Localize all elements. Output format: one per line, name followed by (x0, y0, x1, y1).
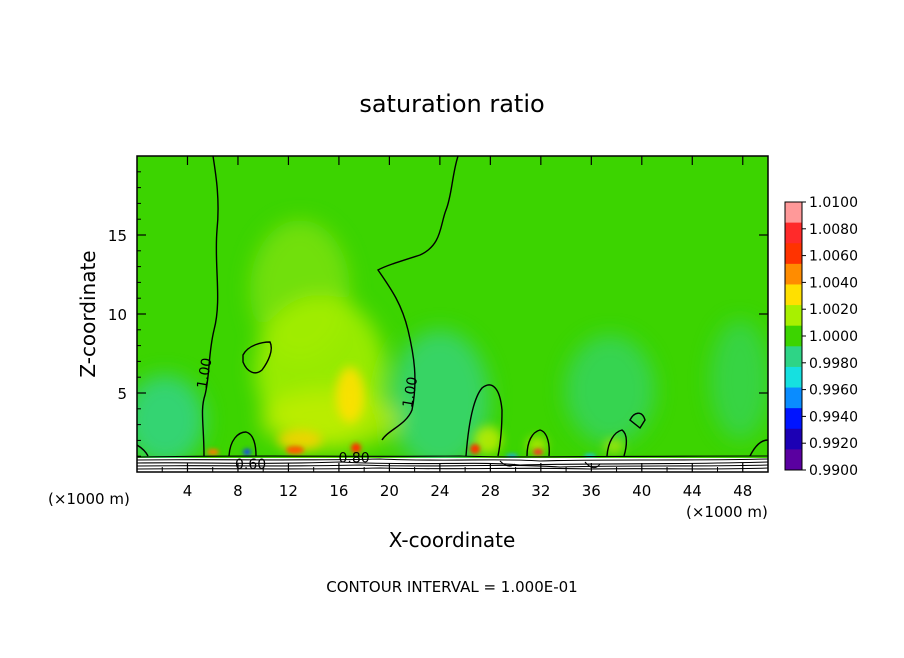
cool-zone-far-right (710, 320, 768, 440)
y-axis: 5 10 15 (108, 171, 768, 457)
contour-label: 0.80 (338, 451, 369, 467)
colorbar-swatch (785, 284, 802, 306)
heatmap-field: 1.00 1.00 0.60 0.80 (137, 156, 768, 473)
x-tick-label: 36 (582, 482, 601, 500)
colorbar-label: 1.0040 (809, 275, 858, 291)
x-axis: 4 8 12 16 20 24 28 32 36 40 44 48 (161, 156, 752, 500)
x-tick-label: 48 (733, 482, 752, 500)
warm-bump-3 (604, 439, 624, 453)
colorbar-swatch (785, 346, 802, 368)
cool-zone-right (565, 335, 655, 445)
coldspot-2 (506, 454, 518, 458)
contour-labels: 1.00 1.00 0.60 0.80 (194, 357, 421, 473)
x-tick-label: 20 (380, 482, 399, 500)
x-unit-label: (×1000 m) (686, 503, 768, 521)
contour-top-right (629, 412, 646, 430)
x-tick-label: 4 (183, 482, 193, 500)
contour-1-00-left (201, 156, 219, 457)
colorbar-label: 0.9960 (809, 383, 858, 399)
contour-edge-right (749, 439, 768, 457)
colorbar-swatch (785, 305, 802, 327)
contour-lines (137, 156, 768, 457)
contour-bump-8 (228, 431, 257, 457)
warm-bump-1 (474, 426, 502, 454)
colorbar-label: 0.9980 (809, 356, 858, 372)
y-tick-label: 5 (117, 385, 127, 403)
chart-title: saturation ratio (359, 90, 544, 118)
colorbar-swatch (785, 366, 802, 389)
colorbar-legend: 1.0100 1.0080 1.0060 1.0040 1.0020 1.0000 0.99… (784, 195, 858, 479)
x-axis-title: X-coordinate (389, 528, 516, 552)
colorbar-swatch (785, 202, 802, 224)
ground-contours (137, 455, 768, 470)
colorbar-swatch (785, 325, 802, 347)
hotspot-3 (351, 443, 361, 453)
contour-bump-37 (606, 429, 628, 457)
colorbar-label: 0.9940 (809, 409, 858, 425)
colorbar-label: 1.0080 (809, 222, 858, 238)
colorbar-swatch (785, 428, 802, 450)
x-tick-label: 44 (683, 482, 702, 500)
contour-bump-31 (526, 429, 550, 457)
x-tick-label: 24 (430, 482, 449, 500)
y-axis-title: Z-coordinate (76, 250, 100, 377)
colorbar-swatch (785, 222, 802, 244)
hotspot-1 (207, 449, 219, 455)
hotspot-2 (286, 446, 304, 454)
hot-plume-base (278, 430, 322, 450)
contour-label: 1.00 (194, 357, 215, 390)
cool-zone-left (137, 375, 205, 465)
x-tick-label: 8 (233, 482, 243, 500)
colorbar-swatch (785, 387, 802, 409)
hotspot-4 (470, 444, 480, 454)
y-tick-label: 10 (108, 306, 127, 324)
colorbar-label: 1.0060 (809, 249, 858, 265)
contour-1-00-center (376, 156, 459, 441)
hotspot-5 (533, 449, 543, 455)
coldspot-1 (243, 449, 251, 455)
x-tick-label: 40 (632, 482, 651, 500)
colorbar-label: 1.0000 (809, 329, 858, 345)
x-tick-label: 12 (279, 482, 298, 500)
y-unit-label: (×1000 m) (48, 490, 130, 508)
warm-bump-2 (527, 437, 547, 453)
contour-edge-left (137, 444, 149, 457)
colorbar-label: 1.0100 (809, 195, 858, 211)
colorbar-swatch (785, 263, 802, 285)
colorbar-swatch (785, 243, 802, 265)
colorbar-swatch (785, 449, 802, 471)
coldspot-3 (584, 454, 596, 458)
contour-bump-26 (465, 384, 503, 457)
colorbar-label: 0.9920 (809, 436, 858, 452)
y-tick-label: 15 (108, 227, 127, 245)
contour-closed-loop (242, 341, 272, 374)
contour-label: 1.00 (400, 376, 421, 409)
cool-zone-mid (390, 330, 490, 470)
x-tick-label: 32 (531, 482, 550, 500)
x-tick-label: 16 (329, 482, 348, 500)
contour-interval-note: CONTOUR INTERVAL = 1.000E-01 (326, 578, 577, 596)
colorbar-label: 0.9900 (809, 463, 858, 479)
colorbar-swatch (785, 408, 802, 430)
colorbar-label: 1.0020 (809, 302, 858, 318)
x-tick-label: 28 (481, 482, 500, 500)
hot-plume (336, 367, 364, 423)
contour-label: 0.60 (235, 457, 266, 473)
